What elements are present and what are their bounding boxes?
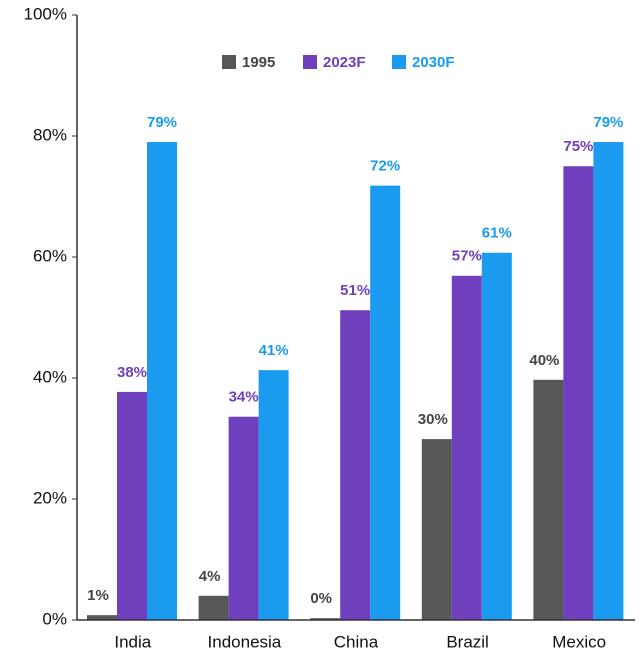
x-tick-label: Indonesia xyxy=(208,632,282,651)
x-tick-label: China xyxy=(334,632,379,651)
legend-label: 1995 xyxy=(242,54,275,71)
value-label: 51% xyxy=(340,282,370,299)
y-tick-label: 100% xyxy=(24,4,67,23)
value-label: 1% xyxy=(87,587,109,604)
legend-swatch xyxy=(222,55,236,69)
legend-swatch xyxy=(303,55,317,69)
bar xyxy=(593,142,624,621)
value-label: 38% xyxy=(117,364,147,381)
legend-swatch xyxy=(392,55,406,69)
value-label: 79% xyxy=(147,114,177,131)
y-tick-label: 40% xyxy=(33,367,67,386)
value-label: 34% xyxy=(229,389,259,406)
bar xyxy=(481,252,512,620)
bar xyxy=(563,166,594,620)
bar xyxy=(87,615,117,620)
bar xyxy=(258,370,289,620)
y-tick-label: 20% xyxy=(33,488,67,507)
value-label: 0% xyxy=(310,590,332,607)
bar xyxy=(451,275,482,620)
y-tick-label: 60% xyxy=(33,246,67,265)
legend-label: 2030F xyxy=(412,54,455,71)
bar xyxy=(117,391,147,620)
bar xyxy=(198,595,229,620)
value-label: 75% xyxy=(563,138,593,155)
value-label: 57% xyxy=(452,248,482,265)
x-tick-label: Mexico xyxy=(552,632,606,651)
legend-label: 2023F xyxy=(323,54,366,71)
bar xyxy=(147,142,177,621)
bar xyxy=(228,416,259,620)
value-label: 4% xyxy=(199,568,221,585)
y-tick-label: 80% xyxy=(33,125,67,144)
bar xyxy=(310,618,341,620)
value-label: 40% xyxy=(529,352,559,369)
bar xyxy=(340,310,371,620)
x-tick-label: Brazil xyxy=(446,632,489,651)
value-label: 41% xyxy=(259,342,289,359)
y-tick-label: 0% xyxy=(42,609,67,628)
value-label: 72% xyxy=(370,158,400,175)
value-label: 61% xyxy=(482,225,512,242)
bar xyxy=(533,379,564,620)
value-label: 30% xyxy=(418,411,448,428)
bar xyxy=(370,185,401,621)
x-tick-label: India xyxy=(114,632,151,651)
bar xyxy=(421,439,452,620)
value-label: 79% xyxy=(593,114,623,131)
